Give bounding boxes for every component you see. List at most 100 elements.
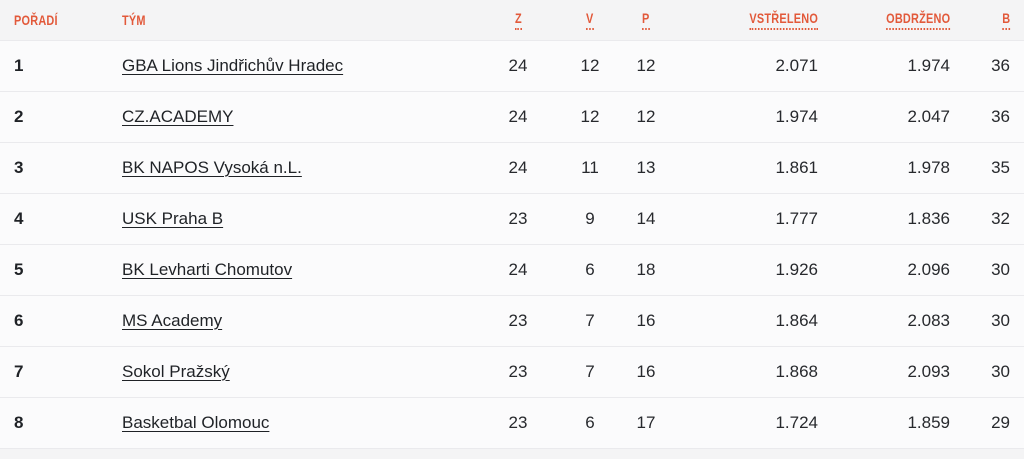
games-cell: 24 [508, 157, 528, 177]
rank-cell: 8 [14, 412, 24, 432]
table-row: 4 USK Praha B 23 9 14 1.777 1.836 32 [0, 193, 1024, 244]
points-cell: 30 [991, 259, 1010, 279]
conceded-cell: 1.836 [907, 208, 950, 228]
team-link[interactable]: CZ.ACADEMY [122, 106, 234, 126]
team-link[interactable]: GBA Lions Jindřichův Hradec [122, 55, 344, 75]
conceded-cell: 1.978 [907, 157, 950, 177]
wins-cell: 11 [581, 157, 599, 177]
games-cell: 24 [508, 55, 528, 75]
wins-cell: 12 [580, 55, 600, 75]
losses-cell: 16 [636, 310, 656, 330]
wins-cell: 6 [585, 412, 595, 432]
team-link[interactable]: Sokol Pražský [122, 361, 230, 381]
conceded-cell: 1.974 [907, 55, 950, 75]
wins-cell: 12 [580, 106, 600, 126]
rank-cell: 2 [14, 106, 24, 126]
column-header-rank-label: POŘADÍ [14, 11, 58, 28]
column-header-team: TÝM [110, 0, 480, 40]
team-cell: BK Levharti Chomutov [110, 244, 480, 295]
scored-cell: 1.777 [775, 208, 818, 228]
standings-header: POŘADÍ TÝM Z V P VSTŘELENO OBDRŽENO B [0, 0, 1024, 40]
column-header-games-label[interactable]: Z [514, 10, 522, 30]
points-cell: 29 [991, 412, 1010, 432]
team-link[interactable]: BK Levharti Chomutov [122, 259, 293, 279]
table-row: 8 Basketbal Olomouc 23 6 17 1.724 1.859 … [0, 397, 1024, 448]
table-row: 1 GBA Lions Jindřichův Hradec 24 12 12 2… [0, 40, 1024, 91]
column-header-wins[interactable]: V [556, 0, 624, 40]
rank-cell: 3 [14, 157, 24, 177]
header-row: POŘADÍ TÝM Z V P VSTŘELENO OBDRŽENO B [0, 0, 1024, 40]
team-cell: USK Praha B [110, 193, 480, 244]
column-header-scored-label[interactable]: VSTŘELENO [749, 10, 818, 30]
column-header-team-label: TÝM [122, 11, 146, 28]
team-link[interactable]: Basketbal Olomouc [122, 412, 270, 432]
column-header-points-label[interactable]: B [1001, 10, 1010, 30]
team-cell: BK NAPOS Vysoká n.L. [110, 142, 480, 193]
column-header-conceded[interactable]: OBDRŽENO [818, 0, 950, 40]
rank-cell: 6 [14, 310, 24, 330]
team-cell: CZ.ACADEMY [110, 91, 480, 142]
scored-cell: 1.974 [775, 106, 818, 126]
games-cell: 24 [508, 106, 528, 126]
bottom-strip [0, 448, 1024, 459]
team-link[interactable]: MS Academy [122, 310, 223, 330]
conceded-cell: 2.096 [907, 259, 950, 279]
rank-cell: 5 [14, 259, 24, 279]
column-header-points[interactable]: B [950, 0, 1024, 40]
scored-cell: 1.926 [775, 259, 818, 279]
team-cell: MS Academy [110, 295, 480, 346]
wins-cell: 6 [585, 259, 595, 279]
points-cell: 36 [991, 106, 1010, 126]
scored-cell: 1.868 [775, 361, 818, 381]
team-link[interactable]: USK Praha B [122, 208, 224, 228]
conceded-cell: 2.093 [907, 361, 950, 381]
conceded-cell: 2.047 [907, 106, 950, 126]
losses-cell: 12 [636, 106, 656, 126]
table-row: 6 MS Academy 23 7 16 1.864 2.083 30 [0, 295, 1024, 346]
standings-table: POŘADÍ TÝM Z V P VSTŘELENO OBDRŽENO B [0, 0, 1024, 448]
column-header-conceded-label[interactable]: OBDRŽENO [885, 10, 950, 30]
table-row: 3 BK NAPOS Vysoká n.L. 24 11 13 1.861 1.… [0, 142, 1024, 193]
wins-cell: 7 [585, 361, 595, 381]
scored-cell: 1.861 [775, 157, 818, 177]
table-row: 7 Sokol Pražský 23 7 16 1.868 2.093 30 [0, 346, 1024, 397]
conceded-cell: 2.083 [907, 310, 950, 330]
column-header-losses[interactable]: P [624, 0, 668, 40]
team-cell: GBA Lions Jindřichův Hradec [110, 40, 480, 91]
losses-cell: 13 [636, 157, 656, 177]
games-cell: 23 [508, 412, 528, 432]
standings-body: 1 GBA Lions Jindřichův Hradec 24 12 12 2… [0, 40, 1024, 448]
conceded-cell: 1.859 [907, 412, 950, 432]
column-header-wins-label[interactable]: V [586, 10, 594, 30]
column-header-rank: POŘADÍ [0, 0, 110, 40]
points-cell: 36 [991, 55, 1010, 75]
team-cell: Basketbal Olomouc [110, 397, 480, 448]
team-cell: Sokol Pražský [110, 346, 480, 397]
losses-cell: 16 [636, 361, 656, 381]
losses-cell: 18 [636, 259, 656, 279]
points-cell: 30 [991, 361, 1010, 381]
wins-cell: 7 [585, 310, 595, 330]
wins-cell: 9 [585, 208, 595, 228]
rank-cell: 4 [14, 208, 24, 228]
table-row: 2 CZ.ACADEMY 24 12 12 1.974 2.047 36 [0, 91, 1024, 142]
points-cell: 32 [991, 208, 1010, 228]
losses-cell: 12 [636, 55, 656, 75]
team-link[interactable]: BK NAPOS Vysoká n.L. [122, 157, 302, 177]
rank-cell: 7 [14, 361, 24, 381]
rank-cell: 1 [14, 55, 24, 75]
scored-cell: 1.724 [775, 412, 818, 432]
points-cell: 30 [991, 310, 1010, 330]
table-row: 5 BK Levharti Chomutov 24 6 18 1.926 2.0… [0, 244, 1024, 295]
games-cell: 23 [508, 361, 528, 381]
scored-cell: 1.864 [775, 310, 818, 330]
losses-cell: 14 [636, 208, 656, 228]
column-header-scored[interactable]: VSTŘELENO [668, 0, 818, 40]
games-cell: 23 [508, 310, 528, 330]
scored-cell: 2.071 [775, 55, 818, 75]
column-header-losses-label[interactable]: P [642, 10, 650, 30]
games-cell: 24 [508, 259, 528, 279]
points-cell: 35 [991, 157, 1010, 177]
column-header-games[interactable]: Z [480, 0, 556, 40]
losses-cell: 17 [636, 412, 656, 432]
